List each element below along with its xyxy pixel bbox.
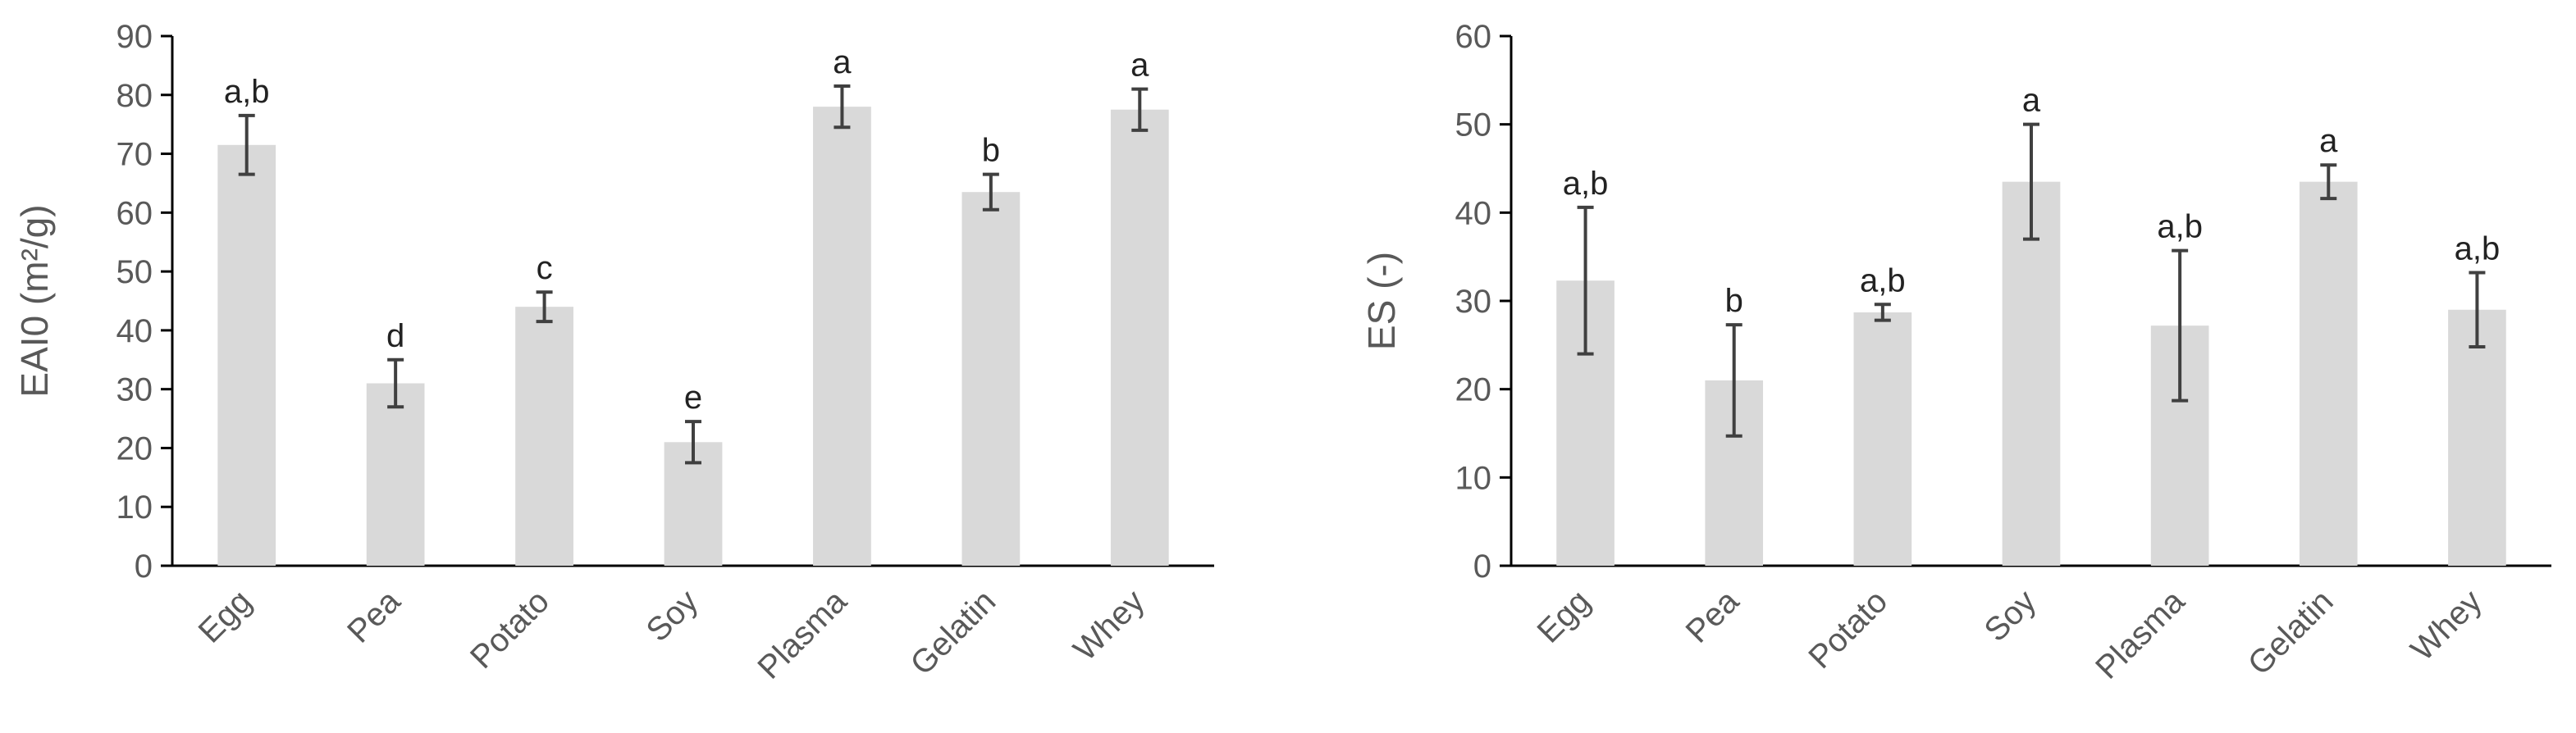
- bar: [1853, 312, 1912, 566]
- significance-letter: b: [982, 133, 1000, 169]
- significance-letter: a,b: [224, 74, 270, 110]
- significance-letter: a: [2319, 123, 2338, 159]
- significance-letter: a: [833, 44, 852, 80]
- x-tick-label: Whey: [2404, 583, 2488, 667]
- bar: [2002, 181, 2061, 566]
- significance-letter: e: [684, 380, 702, 416]
- y-tick-label: 0: [135, 549, 153, 585]
- y-axis-title: ES (-): [1360, 252, 1403, 350]
- y-tick-label: 60: [116, 195, 153, 231]
- y-tick-label: 10: [116, 489, 153, 526]
- significance-letter: a,b: [1563, 166, 1609, 202]
- y-tick-label: 10: [1455, 460, 1492, 496]
- x-tick-label: Pea: [1679, 583, 1747, 650]
- significance-letter: d: [386, 318, 404, 354]
- x-tick-label: Plasma: [2089, 583, 2192, 686]
- x-tick-label: Gelatin: [2241, 583, 2341, 682]
- bar: [813, 107, 871, 567]
- bar: [2448, 309, 2506, 566]
- y-tick-label: 90: [116, 19, 153, 55]
- y-tick-label: 80: [116, 78, 153, 114]
- y-tick-label: 40: [1455, 195, 1492, 231]
- y-tick-label: 20: [1455, 372, 1492, 408]
- significance-letter: c: [537, 250, 553, 286]
- bar: [961, 192, 1021, 566]
- significance-letter: b: [1725, 283, 1743, 319]
- y-tick-label: 0: [1473, 549, 1491, 585]
- significance-letter: a: [1130, 48, 1149, 84]
- x-tick-label: Potato: [1802, 583, 1894, 676]
- significance-letter: a,b: [1860, 262, 1906, 298]
- bar: [2299, 181, 2358, 566]
- bar: [217, 144, 276, 567]
- y-tick-label: 50: [116, 254, 153, 290]
- y-axis-title: EAI0 (m²/g): [13, 204, 56, 397]
- y-tick-label: 20: [116, 430, 153, 467]
- bar: [1110, 109, 1169, 566]
- y-tick-label: 30: [116, 372, 153, 408]
- y-tick-label: 60: [1455, 19, 1492, 55]
- significance-letter: a,b: [2157, 209, 2203, 245]
- y-tick-label: 50: [1455, 107, 1492, 143]
- bar: [515, 307, 573, 566]
- y-tick-label: 30: [1455, 284, 1492, 320]
- y-tick-label: 70: [116, 137, 153, 173]
- bar: [366, 383, 425, 566]
- significance-letter: a: [2022, 83, 2041, 119]
- significance-letter: a,b: [2455, 231, 2501, 267]
- y-tick-label: 40: [116, 313, 153, 349]
- x-tick-label: Egg: [1530, 583, 1596, 649]
- x-tick-label: Soy: [1978, 583, 2044, 649]
